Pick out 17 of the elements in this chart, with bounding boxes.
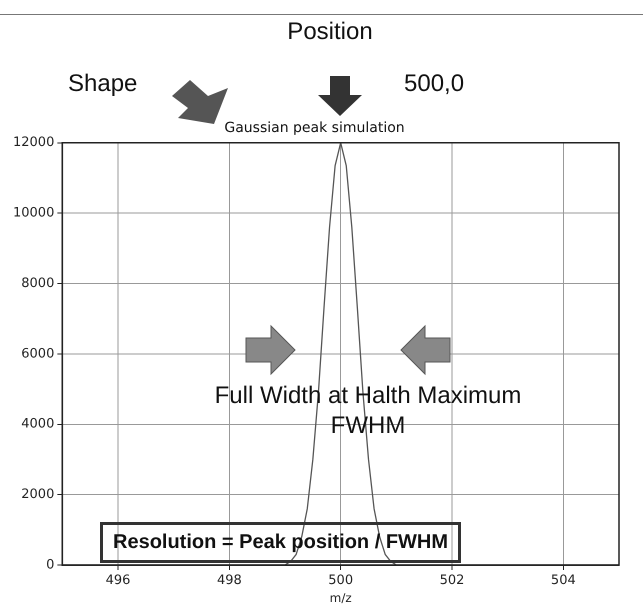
x-axis-title: m/z <box>330 590 352 605</box>
y-tick-label: 0 <box>46 557 54 572</box>
x-tick-label: 496 <box>106 573 130 588</box>
x-tick-label: 500 <box>328 573 354 588</box>
y-tick-label: 12000 <box>12 135 54 150</box>
y-tick-label: 10000 <box>12 206 54 221</box>
text: Shape <box>68 70 138 98</box>
y-tick-label: 4000 <box>21 416 54 432</box>
x-tick-label: 502 <box>440 573 464 588</box>
chart-title: Gaussian peak simulation <box>224 120 405 136</box>
x-tick-label: 504 <box>550 573 576 588</box>
x-tick-label: 498 <box>216 573 242 588</box>
y-tick-label: 6000 <box>21 346 54 362</box>
y-tick-label: 8000 <box>21 276 54 291</box>
text: Position <box>287 18 373 46</box>
text: 500,0 <box>404 70 464 98</box>
y-tick-label: 2000 <box>21 487 54 502</box>
